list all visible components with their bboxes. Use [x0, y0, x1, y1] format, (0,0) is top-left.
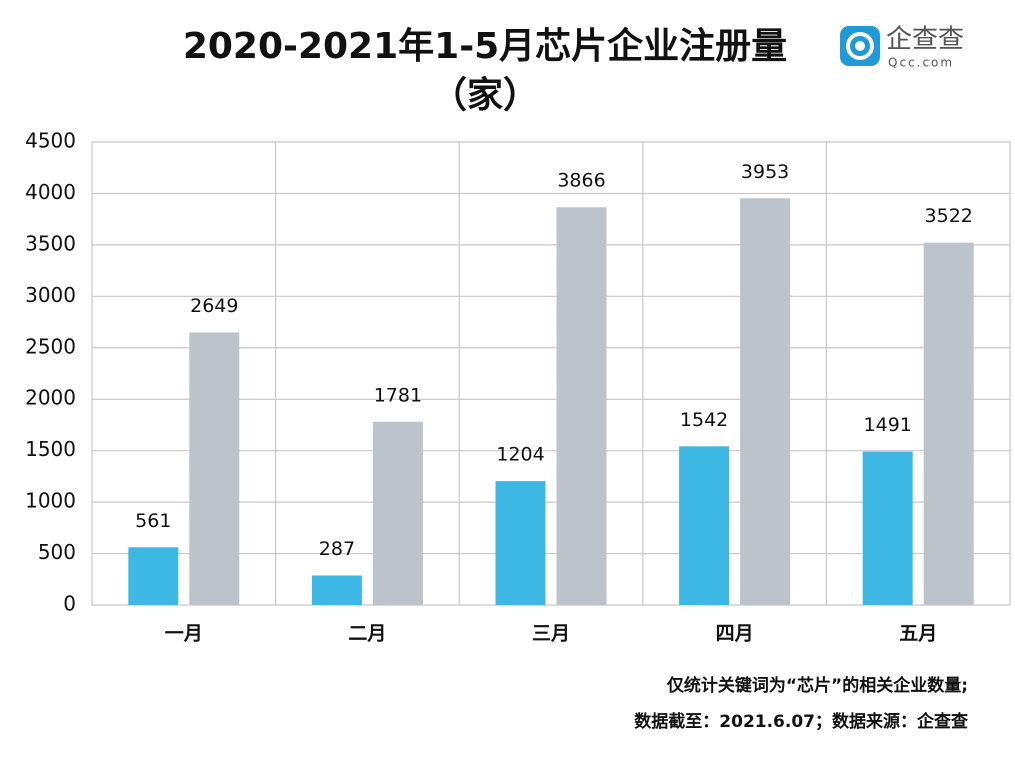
- note: 数据截至：2021.6.07；数据来源：企查查: [634, 711, 969, 732]
- y-tick-label: 2000: [25, 386, 76, 410]
- bar: [311, 575, 362, 605]
- y-tick-label: 1000: [25, 489, 76, 513]
- bar: [372, 421, 423, 605]
- value-label: 3522: [925, 205, 973, 227]
- note: 仅统计关键词为“芯片”的相关企业数量;: [666, 675, 968, 696]
- y-tick-label: 4500: [25, 129, 76, 153]
- chart-subtitle: （家）: [431, 75, 539, 116]
- y-tick-label: 2500: [25, 334, 76, 358]
- x-tick-label: 五月: [899, 623, 937, 645]
- y-tick-label: 1500: [25, 437, 76, 461]
- bar: [556, 207, 607, 605]
- logo-ring: [846, 32, 874, 60]
- y-tick-label: 0: [63, 592, 76, 616]
- value-label: 3953: [741, 161, 789, 183]
- y-tick-label: 3000: [25, 283, 76, 307]
- x-tick-label: 三月: [532, 623, 570, 645]
- bar: [679, 446, 730, 605]
- value-label: 3866: [557, 170, 605, 192]
- bar: [740, 198, 791, 606]
- bar: [862, 451, 913, 605]
- y-tick-label: 4000: [25, 180, 76, 204]
- bar: [495, 481, 546, 605]
- logo-dot: [855, 41, 865, 51]
- logo: 企查查 Qcc.com: [840, 25, 964, 70]
- y-tick-label: 500: [38, 540, 76, 564]
- chart-title: 2020-2021年1-5月芯片企业注册量: [183, 25, 787, 67]
- value-label: 561: [135, 510, 171, 532]
- logo-name: 企查查: [886, 25, 964, 55]
- bar: [128, 547, 179, 605]
- y-tick-label: 3500: [25, 231, 76, 255]
- value-label: 1491: [864, 414, 912, 436]
- x-tick-label: 二月: [348, 623, 386, 645]
- value-label: 1204: [496, 444, 544, 466]
- value-label: 1542: [680, 409, 728, 431]
- x-tick-label: 四月: [716, 623, 754, 645]
- bar: [189, 332, 240, 605]
- bar: [923, 242, 974, 605]
- logo-domain: Qcc.com: [888, 56, 954, 70]
- x-tick-label: 一月: [165, 623, 203, 645]
- value-label: 2649: [190, 295, 238, 317]
- value-label: 287: [319, 538, 355, 560]
- value-label: 1781: [374, 384, 422, 406]
